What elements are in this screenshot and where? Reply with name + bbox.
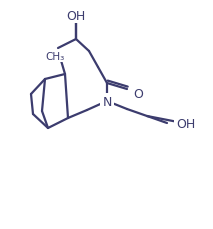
Text: OH: OH: [176, 117, 196, 130]
Text: OH: OH: [66, 9, 86, 22]
Text: O: O: [133, 87, 143, 100]
Text: N: N: [102, 95, 112, 108]
Text: CH₃: CH₃: [45, 52, 65, 62]
